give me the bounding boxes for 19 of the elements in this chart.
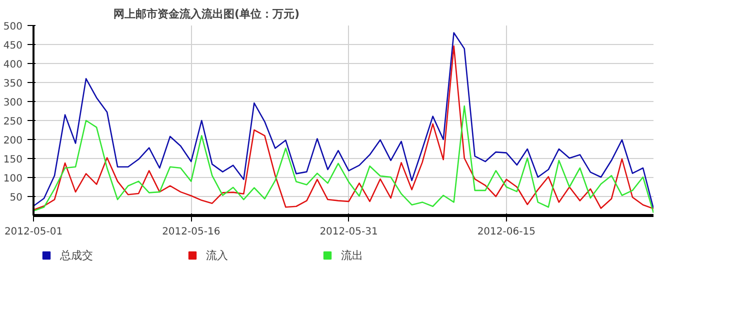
y-tick-label: 500 [3,22,23,32]
y-tick-label: 300 [3,98,23,108]
legend-label: 总成交 [60,248,93,262]
y-tick-label: 100 [3,174,23,184]
y-tick-label: 400 [3,60,23,70]
x-tick-label: 2012-05-31 [320,226,378,238]
y-tick-label: 150 [3,154,23,166]
legend-label: 流入 [206,248,228,262]
x-tick-label: 2012-05-01 [4,226,63,238]
x-tick-label: 2012-06-15 [477,226,536,238]
x-tick-label: 2012-05-16 [162,226,220,238]
y-tick-label: 50 [10,192,23,204]
y-tick-label: 350 [3,78,23,90]
chart-title: 网上邮市资金流入流出图(单位：万元) [114,8,300,20]
y-tick-label: 200 [3,136,23,146]
legend-label: 流出 [341,248,363,262]
line-series [34,105,654,214]
y-tick-label: 250 [3,116,23,128]
y-tick-label: 450 [3,40,23,52]
